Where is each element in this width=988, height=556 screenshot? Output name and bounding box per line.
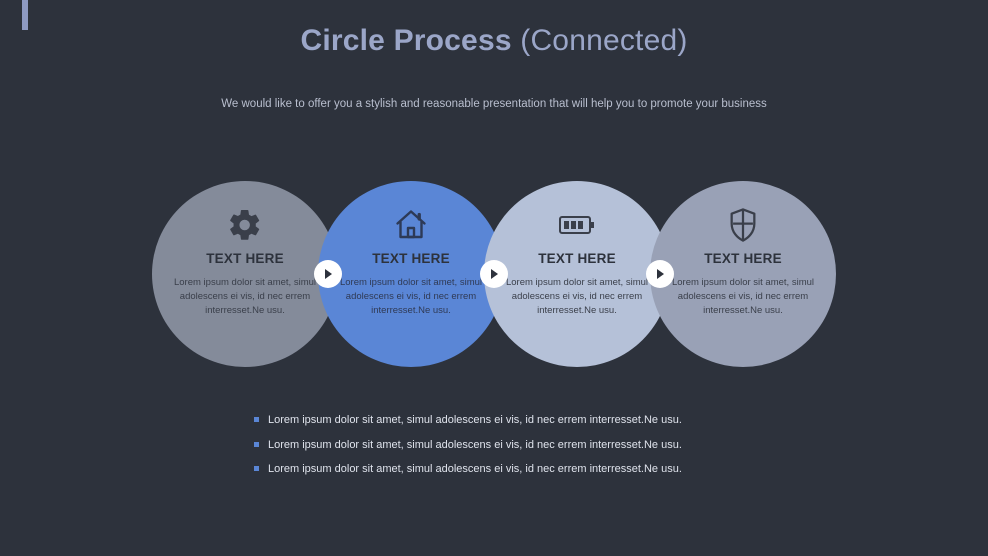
gear-icon [170,203,320,247]
bullet-item: Lorem ipsum dolor sit amet, simul adoles… [254,412,682,429]
process-circle-4: TEXT HERE Lorem ipsum dolor sit amet, sim… [650,181,836,367]
play-connector-2 [480,260,508,288]
bullet-item: Lorem ipsum dolor sit amet, simul adoles… [254,461,682,478]
play-connector-1 [314,260,342,288]
page-subtitle: We would like to offer you a stylish and… [0,98,988,110]
home-icon [336,203,486,247]
process-circle-2: TEXT HERE Lorem ipsum dolor sit amet, sim… [318,181,504,367]
bullet-list: Lorem ipsum dolor sit amet, simul adoles… [254,412,682,486]
title-light: (Connected) [512,24,688,57]
battery-icon [502,203,652,247]
title-bold: Circle Process [300,24,511,57]
circle-title: TEXT HERE [502,251,652,266]
shield-icon [668,203,818,247]
page-title: Circle Process (Connected) [0,24,988,58]
circle-body: Lorem ipsum dolor sit amet, simul adoles… [668,276,818,317]
play-connector-3 [646,260,674,288]
circle-process-row: TEXT HERE Lorem ipsum dolor sit amet, sim… [0,181,988,367]
bullet-item: Lorem ipsum dolor sit amet, simul adoles… [254,437,682,454]
circle-body: Lorem ipsum dolor sit amet, simul adoles… [502,276,652,317]
circle-body: Lorem ipsum dolor sit amet, simul adoles… [170,276,320,317]
circle-title: TEXT HERE [668,251,818,266]
circle-title: TEXT HERE [336,251,486,266]
process-circle-3: TEXT HERE Lorem ipsum dolor sit amet, sim… [484,181,670,367]
circle-body: Lorem ipsum dolor sit amet, simul adoles… [336,276,486,317]
circle-title: TEXT HERE [170,251,320,266]
process-circle-1: TEXT HERE Lorem ipsum dolor sit amet, sim… [152,181,338,367]
